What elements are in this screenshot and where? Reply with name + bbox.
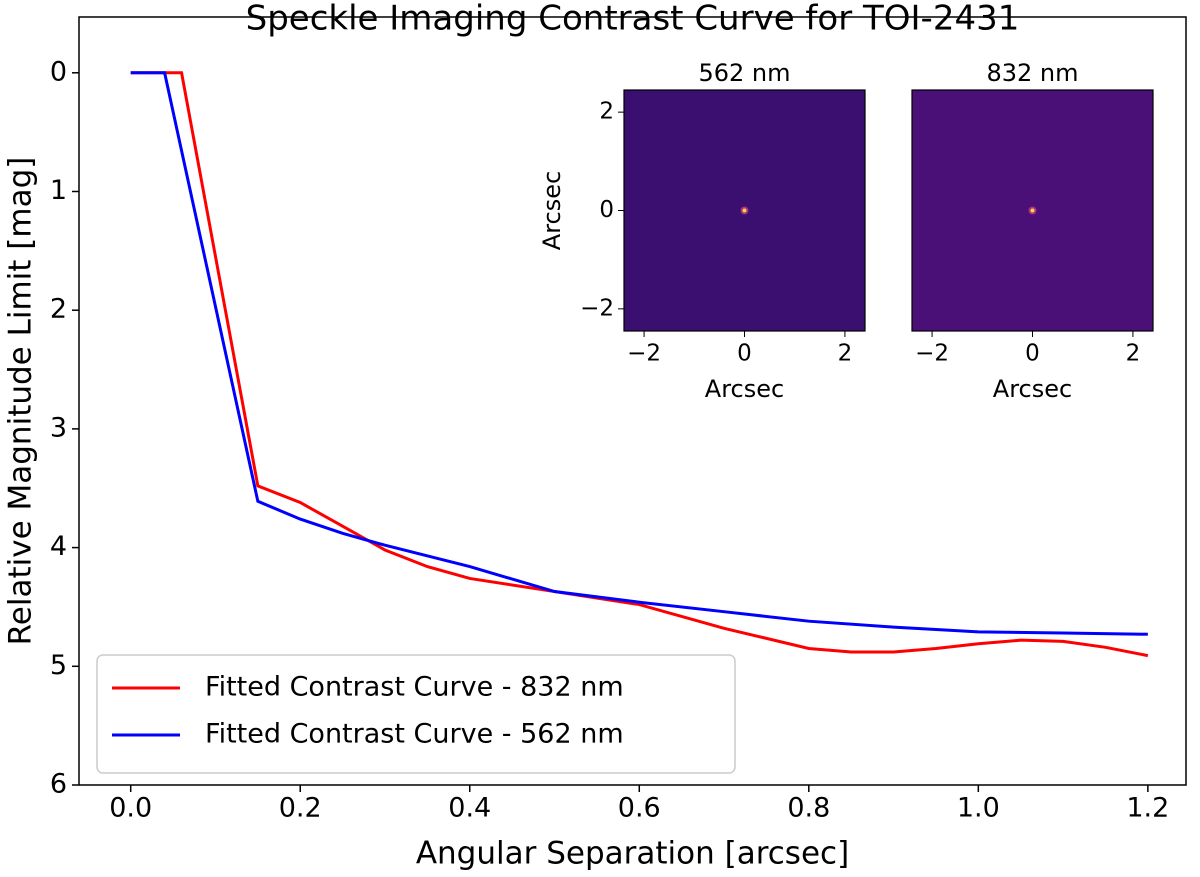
x-tick-label: 1.2 [1126,793,1169,824]
inset-title: 832 nm [986,59,1078,87]
y-tick-label: 4 [50,531,67,562]
inset-title: 562 nm [698,59,790,87]
x-tick-label: 0.2 [279,793,322,824]
y-axis-label: Relative Magnitude Limit [mag] [3,157,39,646]
inset-x-tick-label: 2 [1126,341,1141,367]
y-tick-label: 2 [50,294,67,325]
series-line [130,71,1148,636]
inset-y-tick-label: 0 [599,197,614,223]
inset-x-tick-label: −2 [915,341,949,367]
x-tick-label: 0.6 [618,793,661,824]
inset-x-tick-label: −2 [627,341,661,367]
x-tick-label: 1.0 [957,793,1000,824]
inset-y-label: Arcsec [538,171,566,250]
image-peak [1030,208,1035,213]
inset-x-tick-label: 0 [737,341,752,367]
y-tick-label: 3 [50,412,67,443]
inset-x-label: Arcsec [705,375,784,403]
x-tick-label: 0.8 [787,793,830,824]
y-tick-label: 6 [50,769,67,800]
y-tick-label: 0 [50,56,67,87]
y-tick-label: 5 [50,650,67,681]
chart-title: Speckle Imaging Contrast Curve for TOI-2… [246,0,1020,39]
plot-frame [78,16,1187,786]
inset-y-tick-label: −2 [580,295,614,321]
inset-x-tick-label: 0 [1025,341,1040,367]
y-tick-label: 1 [50,175,67,206]
x-tick-label: 0.0 [109,793,152,824]
image-peak [742,208,747,213]
legend-label: Fitted Contrast Curve - 562 nm [205,719,624,750]
legend-box [96,654,736,774]
inset-x-label: Arcsec [993,375,1072,403]
legend-label: Fitted Contrast Curve - 832 nm [205,672,624,703]
inset-y-tick-label: 2 [599,99,614,125]
x-axis-label: Angular Separation [arcsec] [416,836,849,872]
series-line [130,71,1149,658]
x-tick-label: 0.4 [448,793,491,824]
inset-x-tick-label: 2 [838,341,853,367]
